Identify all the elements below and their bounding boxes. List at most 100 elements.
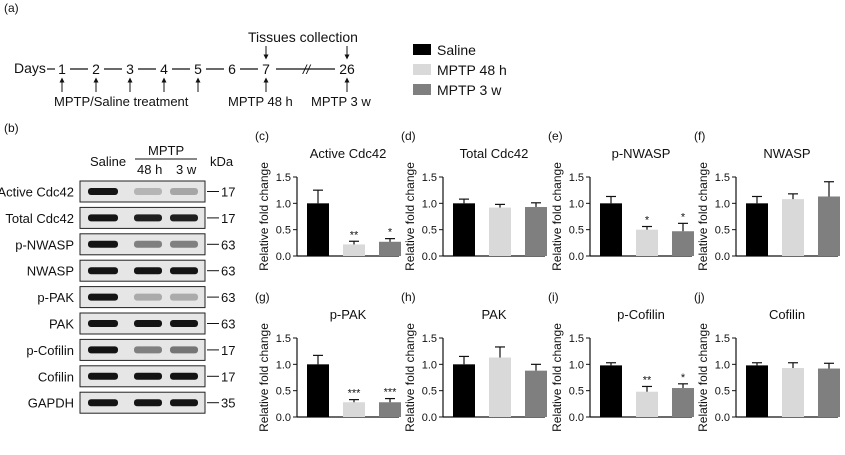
y-axis-label: Relative fold change (403, 162, 417, 271)
blot-kda-value: 35 (221, 396, 235, 411)
y-tick-label: 0.5 (715, 386, 730, 398)
y-tick-label: 1.0 (569, 359, 584, 371)
y-axis-label: Relative fold change (257, 162, 271, 271)
bar-saline (307, 364, 329, 417)
day-26-label: 26 (339, 61, 355, 77)
y-tick-label: 1.5 (715, 172, 730, 184)
timeline-break-mark: // (302, 62, 312, 77)
blot-band (134, 188, 162, 195)
bar-mptp-3-w (818, 368, 840, 417)
blot-col-mptp: MPTP (148, 143, 184, 158)
panel-label: (f) (694, 129, 705, 143)
bar-mptp-48-h (343, 244, 365, 256)
bar-mptp-48-h (343, 402, 365, 417)
blot-kda-value: 17 (221, 185, 235, 200)
bar-mptp-48-h (782, 368, 804, 417)
y-tick-label: 0.0 (276, 412, 291, 424)
panel-label: (d) (401, 129, 416, 143)
legend-label-mptp48: MPTP 48 h (437, 62, 507, 78)
day-2-label: 2 (92, 61, 100, 77)
blot-band (134, 293, 162, 301)
blot-band (170, 240, 198, 248)
y-tick-label: 1.0 (422, 198, 437, 210)
y-tick-label: 0.5 (569, 225, 584, 237)
blot-band (88, 240, 118, 248)
blot-band (134, 372, 162, 380)
y-tick-label: 1.5 (715, 333, 730, 345)
blot-band (88, 188, 118, 195)
bar-mptp-3-w (672, 231, 694, 256)
panel-label: (c) (255, 129, 269, 143)
chart-total-cdc42: (d) Total Cdc42 Relative fold change 0.0 0.5… (401, 129, 547, 271)
bar-mptp-3-w (818, 196, 840, 256)
blot-kda-value: 63 (221, 264, 235, 279)
y-axis-label: Relative fold change (696, 162, 710, 271)
bar-mptp-48-h (489, 357, 511, 417)
blot-band (170, 293, 198, 301)
chart-p-nwasp: (e) p-NWASP Relative fold change 0.0 0.5 1.0 1… (548, 129, 694, 271)
bar-saline (600, 365, 622, 417)
bar-saline (600, 203, 622, 256)
blot-row-label: PAK (49, 317, 74, 332)
y-tick-label: 0.0 (569, 251, 584, 263)
panel-label: (g) (255, 290, 270, 304)
day-1-label: 1 (58, 61, 66, 77)
blot-band (88, 320, 118, 327)
blot-band (134, 320, 162, 327)
y-tick-label: 1.0 (715, 198, 730, 210)
chart-pak: (h) PAK Relative fold change 0.0 0.5 1.0 1.5 (401, 290, 547, 432)
blot-kda-header: kDa (210, 154, 234, 169)
y-tick-label: 1.0 (276, 359, 291, 371)
bar-mptp-48-h (489, 207, 511, 256)
bar-mptp-3-w (379, 241, 401, 256)
significance-mark: * (645, 215, 650, 227)
blot-band (170, 188, 198, 195)
chart-active-cdc42: (c) Active Cdc42 Relative fold change 0.0 0.… (255, 129, 401, 271)
blot-band (134, 214, 162, 222)
legend-label-saline: Saline (437, 42, 476, 58)
y-tick-label: 1.5 (276, 172, 291, 184)
timeline-panel: (a) Days Tissues collection MPTP/Saline … (4, 1, 371, 109)
bar-mptp-3-w (525, 207, 547, 256)
blot-band (134, 240, 162, 248)
y-axis-label: Relative fold change (403, 323, 417, 432)
blot-row-label: NWASP (27, 264, 74, 279)
chart-p-cofilin: (i) p-Cofilin Relative fold change 0.0 0.5 1.… (548, 290, 694, 432)
significance-mark: ** (350, 229, 359, 241)
bar-mptp-48-h (636, 391, 658, 417)
day-4-label: 4 (160, 61, 168, 77)
legend: Saline MPTP 48 h MPTP 3 w (413, 42, 507, 98)
bar-saline (453, 203, 475, 256)
panel-label: (j) (694, 290, 705, 304)
bar-mptp-3-w (525, 370, 547, 417)
blot-band (170, 267, 198, 275)
blot-col-3w: 3 w (176, 162, 197, 177)
significance-mark: * (681, 211, 686, 223)
blot-row-label: Cofilin (38, 369, 74, 384)
y-axis-label: Relative fold change (550, 323, 564, 432)
bar-mptp-3-w (672, 388, 694, 417)
blot-kda-value: 63 (221, 237, 235, 252)
blot-band (88, 399, 118, 407)
chart-title: PAK (481, 307, 506, 322)
bar-mptp-48-h (782, 199, 804, 256)
panel-label: (i) (548, 290, 559, 304)
blot-band (134, 267, 162, 275)
y-tick-label: 0.5 (276, 386, 291, 398)
treatment-label: MPTP/Saline treatment (54, 94, 189, 109)
chart-title: p-NWASP (612, 146, 671, 161)
chart-title: Active Cdc42 (310, 146, 387, 161)
blot-band (170, 372, 198, 380)
blot-rows: Active Cdc42 17 Total Cdc42 17 p-NWASP 63 NWAS… (0, 180, 235, 414)
blot-col-48h: 48 h (137, 162, 162, 177)
chart-nwasp: (f) NWASP Relative fold change 0.0 0.5 1.0 1.5 (694, 129, 840, 271)
bar-mptp-48-h (636, 229, 658, 256)
panel-label-b: (b) (4, 121, 19, 135)
chart-title: p-Cofilin (617, 307, 665, 322)
y-axis-label: Relative fold change (696, 323, 710, 432)
significance-mark: *** (348, 388, 362, 400)
blot-band (88, 293, 118, 301)
bar-saline (307, 203, 329, 256)
blot-row-label: p-PAK (37, 290, 74, 305)
